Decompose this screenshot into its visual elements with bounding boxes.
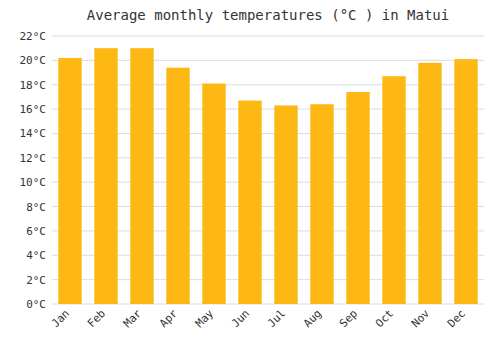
x-tick-label: May: [193, 307, 217, 331]
bar: [418, 63, 441, 304]
grid: [52, 36, 484, 304]
bar: [202, 84, 225, 304]
bar: [310, 104, 333, 304]
x-tick-label: Nov: [409, 307, 433, 331]
x-tick-label: Apr: [157, 307, 181, 331]
chart: Average monthly temperatures (°C ) in Ma…: [0, 0, 500, 350]
bar: [382, 76, 405, 304]
x-tick-label: Jul: [265, 307, 288, 330]
y-tick-label: 18°C: [20, 79, 47, 92]
bar: [274, 105, 297, 304]
y-tick-label: 4°C: [26, 249, 46, 262]
y-tick-label: 10°C: [20, 176, 47, 189]
x-tick-label: Feb: [85, 307, 108, 330]
y-tick-label: 22°C: [20, 30, 47, 43]
bar: [454, 59, 477, 304]
y-tick-label: 0°C: [26, 298, 46, 311]
y-tick-label: 2°C: [26, 274, 46, 287]
y-tick-label: 16°C: [20, 103, 47, 116]
x-tick-label: Dec: [445, 307, 468, 330]
title: Average monthly temperatures (°C ) in Ma…: [87, 7, 449, 23]
grid-line: [52, 36, 484, 37]
y-tick-label: 12°C: [20, 152, 47, 165]
y-tick-label: 14°C: [20, 127, 47, 140]
bar: [166, 68, 189, 304]
bar: [346, 92, 369, 304]
bar: [130, 48, 153, 304]
bar: [94, 48, 117, 304]
bar: [58, 58, 81, 304]
x-tick-label: Sep: [337, 307, 360, 330]
y-tick-label: 20°C: [20, 54, 47, 67]
x-tick-label: Mar: [121, 307, 145, 331]
x-tick-label: Jun: [229, 307, 252, 330]
x-tick-label: Jan: [49, 307, 72, 330]
x-tick-label: Oct: [373, 307, 396, 330]
y-tick-label: 6°C: [26, 225, 46, 238]
x-tick-label: Aug: [301, 307, 324, 330]
bar: [238, 101, 261, 304]
y-tick-label: 8°C: [26, 201, 46, 214]
